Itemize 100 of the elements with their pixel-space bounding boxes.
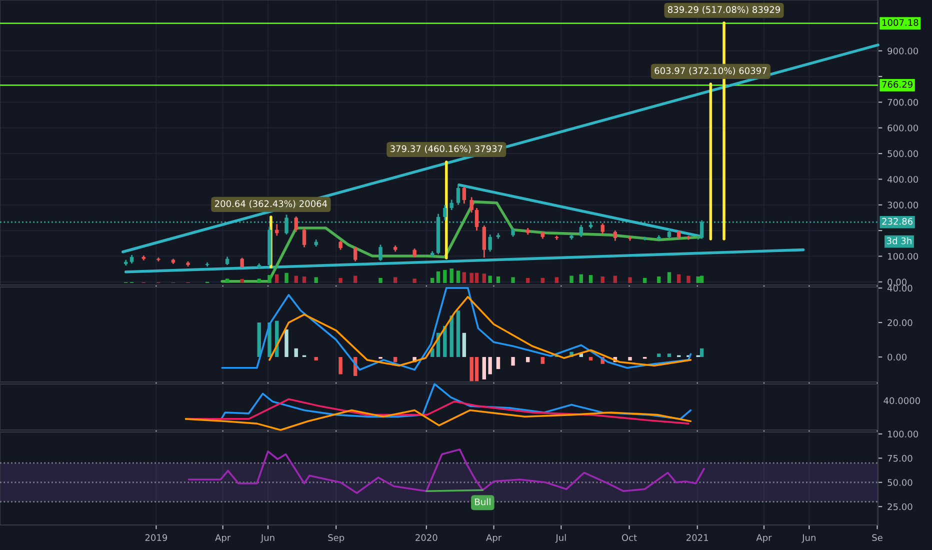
bar <box>240 278 244 283</box>
bar <box>456 310 460 357</box>
candlestick <box>450 199 454 211</box>
y-tick-label: 100.00 <box>888 430 918 438</box>
bar <box>443 270 447 283</box>
y-tick-label: 100.00 <box>888 252 918 260</box>
candlestick <box>554 235 559 241</box>
bar <box>482 357 486 380</box>
bar <box>700 348 704 357</box>
y-tick-label: 40.00 <box>887 284 912 292</box>
candlestick <box>600 222 604 234</box>
y-tick-label: 400.00 <box>887 176 918 183</box>
candlestick <box>488 234 492 252</box>
bar <box>275 274 279 283</box>
candlestick <box>456 184 460 206</box>
annotation: 839.29 (517.08%) 83929 <box>668 6 780 14</box>
y-tick-label: 50.00 <box>888 479 912 486</box>
y-tick-label: 0.00 <box>888 354 907 361</box>
bar <box>294 276 298 283</box>
x-tick-label: Oct <box>622 534 637 542</box>
x-tick-label: Se <box>872 534 882 542</box>
bar <box>488 276 492 283</box>
text: 3d 3h <box>887 237 912 244</box>
bar <box>338 357 342 374</box>
text: 40.0000 <box>884 397 920 404</box>
ref-line-label: 1007.18 <box>882 19 918 26</box>
y-tick-label: 900.00 <box>888 48 918 54</box>
bar <box>482 274 486 283</box>
bar <box>436 271 440 283</box>
candlestick <box>240 257 244 269</box>
bar <box>588 357 593 360</box>
y-tick-label: 700.00 <box>888 98 918 106</box>
x-tick-label: Apr <box>756 534 772 543</box>
ref-line-label: 232.86 <box>882 218 913 225</box>
bar <box>677 274 681 283</box>
line-series <box>188 448 705 494</box>
bar <box>657 354 661 357</box>
candlestick <box>353 246 358 262</box>
bar <box>540 278 544 283</box>
bar <box>443 326 447 357</box>
candlestick <box>482 224 486 258</box>
bar <box>430 278 434 283</box>
bar <box>462 272 466 283</box>
y-tick-label: 500.00 <box>888 150 918 158</box>
bar <box>700 276 704 283</box>
candlestick <box>511 226 515 238</box>
x-tick-label: 2021 <box>686 534 708 542</box>
bar <box>393 357 398 362</box>
annotation: Bull <box>475 498 490 506</box>
bar <box>696 276 700 283</box>
bar <box>554 277 559 283</box>
bar <box>526 357 530 362</box>
bar <box>613 276 618 283</box>
bar <box>579 274 583 283</box>
bar <box>225 278 230 283</box>
bar <box>600 276 604 283</box>
bar <box>496 276 500 283</box>
x-tick-label: Apr <box>486 534 502 543</box>
bar <box>378 278 382 283</box>
ref-line-label: 766.29 <box>882 80 912 88</box>
x-tick-label: Jun <box>802 534 816 543</box>
y-tick-label: 20.00 <box>888 319 912 326</box>
bar <box>393 277 398 283</box>
bar <box>667 272 672 283</box>
bar <box>412 278 416 283</box>
y-tick-label: 300.00 <box>888 202 918 208</box>
bar <box>450 316 454 357</box>
candlestick <box>613 230 618 242</box>
bar <box>488 357 492 374</box>
candlestick <box>579 224 583 238</box>
candlestick <box>294 216 298 233</box>
bar <box>268 275 272 283</box>
bar <box>588 275 593 283</box>
bar <box>511 277 515 283</box>
bar <box>686 276 690 283</box>
bar <box>294 348 298 357</box>
bar <box>338 278 342 283</box>
bar <box>284 272 288 283</box>
bar <box>570 276 574 283</box>
bar <box>302 276 306 283</box>
candlestick <box>302 227 306 248</box>
annotation: 200.64 (362.43%) 20064 <box>214 200 328 208</box>
candlestick <box>378 244 382 262</box>
x-tick-label: Apr <box>215 534 231 543</box>
annotation: 379.37 (460.16%) 37937 <box>390 145 502 154</box>
bar <box>450 268 454 283</box>
y-tick-label: 600.00 <box>888 124 918 132</box>
bar <box>257 278 261 283</box>
candlestick <box>443 204 447 221</box>
bar <box>511 357 515 366</box>
bar <box>462 332 466 357</box>
y-tick-label: 25.00 <box>888 503 912 510</box>
bar <box>314 277 318 283</box>
bar <box>657 276 661 283</box>
y-tick-label: 0.00 <box>888 278 907 286</box>
bar <box>284 329 288 357</box>
candlestick <box>474 207 479 232</box>
x-tick-label: 2020 <box>416 534 438 542</box>
bar <box>667 354 672 357</box>
y-tick-label: 75.00 <box>888 454 912 462</box>
